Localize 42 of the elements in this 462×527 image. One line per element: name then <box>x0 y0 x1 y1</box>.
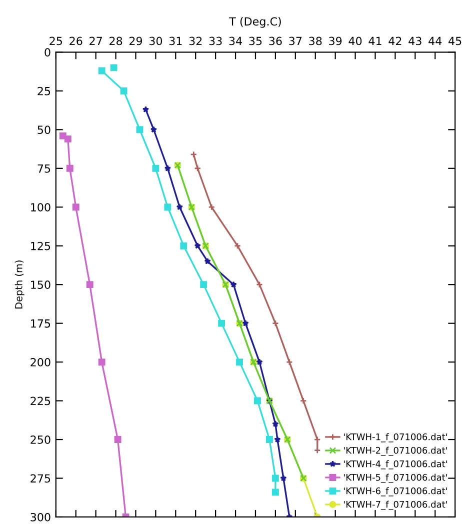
x-tick-label: 36 <box>269 36 282 46</box>
x-tick-label: 27 <box>90 36 102 45</box>
y-tick-label: 75 <box>38 164 50 173</box>
legend-label: 'KTWH-7_f_071006.dat' <box>344 500 447 510</box>
x-tick-label: 43 <box>408 36 422 46</box>
x-tick-label: 41 <box>368 36 382 45</box>
y-tick-label: 275 <box>30 474 50 483</box>
legend-label: 'KTWH-2_f_071006.dat' <box>344 446 447 456</box>
y-tick-label: 150 <box>31 280 50 289</box>
x-tick-label: 45 <box>448 36 462 46</box>
y-tick-label: 250 <box>30 435 50 444</box>
y-tick-label: 50 <box>38 126 50 134</box>
y-tick-label: 25 <box>38 86 50 96</box>
x-tick-label: 35 <box>249 36 262 46</box>
x-tick-label: 26 <box>70 36 82 46</box>
y-tick-label: 300 <box>30 512 50 522</box>
x-tick-label: 38 <box>309 36 322 46</box>
y-tick-label: 100 <box>31 203 50 212</box>
y-tick-label: 125 <box>31 242 50 250</box>
x-tick-label: 30 <box>149 36 162 46</box>
legend-label: 'KTWH-5_f_071006.dat' <box>344 474 447 483</box>
x-tick-label: 25 <box>50 36 62 46</box>
legend-label: 'KTWH-6_f_071006.dat' <box>344 487 447 496</box>
x-tick-label: 33 <box>209 36 222 46</box>
y-tick-label: 175 <box>31 319 50 328</box>
y-axis-title: Depth (m) <box>14 260 24 309</box>
y-tick-label: 225 <box>30 396 50 406</box>
y-tick-label: 0 <box>44 48 50 57</box>
x-tick-label: 39 <box>329 36 342 46</box>
x-tick-label: 31 <box>169 36 182 46</box>
x-tick-label: 32 <box>189 36 202 46</box>
x-tick-label: 42 <box>388 36 402 45</box>
x-tick-label: 28 <box>110 36 122 46</box>
legend-label: 'KTWH-1_f_071006.dat' <box>344 433 447 442</box>
legend-label: 'KTWH-4_f_071006.dat' <box>344 460 447 470</box>
x-tick-label: 44 <box>428 36 442 45</box>
x-tick-label: 40 <box>348 36 362 46</box>
y-tick-label: 200 <box>30 358 50 366</box>
x-tick-label: 34 <box>229 36 242 46</box>
x-axis-title: T (Deg.C) <box>229 17 281 28</box>
x-tick-label: 37 <box>289 36 302 46</box>
x-tick-label: 29 <box>129 36 142 46</box>
